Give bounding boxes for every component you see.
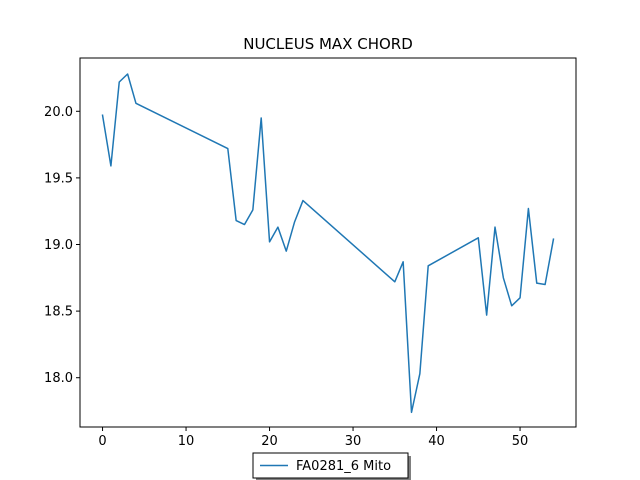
y-tick-label: 20.0 [44,105,73,120]
x-tick-label: 0 [98,434,106,449]
y-tick-label: 19.5 [44,171,73,186]
chart-title: NUCLEUS MAX CHORD [243,35,413,53]
axes: 0 10 20 30 40 50 18.0 18.5 19.0 19.5 20.0 [44,57,577,449]
x-tick-label: 30 [345,434,362,449]
plot-area [101,73,555,414]
y-tick-label: 18.0 [44,371,73,386]
series-line-0 [101,73,555,414]
legend: FA0281_6 Mito [252,452,411,480]
y-tick-label: 19.0 [44,238,73,253]
x-tick-label: 50 [512,434,529,449]
axes-frame [79,57,577,428]
x-tick-label: 10 [178,434,195,449]
x-tick-label: 20 [261,434,278,449]
y-tick-label: 18.5 [44,305,73,320]
legend-label: FA0281_6 Mito [296,459,391,474]
x-tick-label: 40 [428,434,445,449]
